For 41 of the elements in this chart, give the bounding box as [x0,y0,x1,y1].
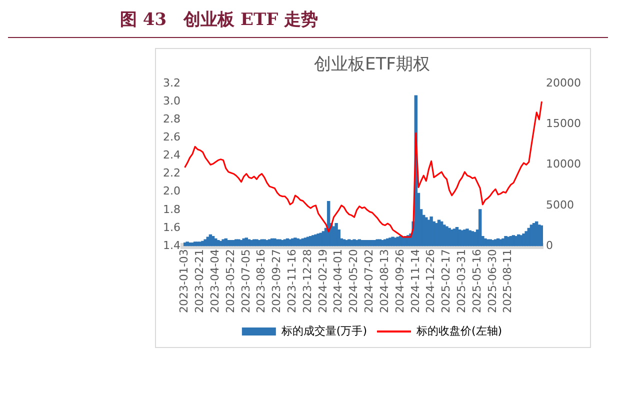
x-tick-label: 2024-12-26 [424,249,438,314]
legend-label: 标的成交量(万手) [280,324,368,338]
y2-tick-label: 20000 [546,76,582,90]
x-tick-label: 2023-02-21 [193,249,206,314]
y-tick-label: 3.2 [162,76,180,90]
x-tick-label: 2024-09-26 [393,249,406,314]
x-tick-label: 2024-08-13 [378,249,391,314]
y-tick-label: 2.6 [162,130,180,144]
y2-tick-label: 10000 [546,158,582,171]
x-tick-label: 2024-04-01 [332,249,345,314]
x-tick-label: 2024-05-20 [347,249,360,314]
x-tick-label: 2023-08-16 [254,249,268,314]
x-tick-label: 2023-05-22 [224,249,237,314]
chart-title: 图 43 创业板 ETF 走势 [8,8,608,38]
y-tick-label: 2.2 [162,166,180,180]
y-tick-label: 2.0 [162,184,180,198]
y-tick-label: 2.4 [162,148,180,162]
x-tick-label: 2025-05-16 [470,249,484,314]
x-tick-label: 2025-06-30 [486,249,499,314]
x-tick-label: 2023-11-16 [285,249,298,314]
y-tick-label: 1.8 [162,202,180,216]
legend-label: 标的收盘价(左轴) [416,324,502,338]
y2-tick-label: 0 [546,238,554,252]
x-tick-label: 2024-11-14 [408,249,422,314]
x-tick-label: 2023-12-28 [300,249,314,314]
x-tick-label: 2024-07-02 [362,249,376,314]
x-tick-label: 2023-01-03 [178,249,191,314]
y-tick-label: 1.4 [162,238,180,252]
x-tick-label: 2025-03-31 [454,249,468,314]
x-tick-label: 2025-02-17 [440,249,453,314]
chart-subtitle: 创业板ETF期权 [314,54,430,75]
y2-tick-label: 15000 [546,116,582,130]
x-tick-label: 2023-07-05 [239,249,252,314]
y-tick-label: 2.8 [162,112,180,126]
x-tick-label: 2023-04-04 [208,249,222,314]
x-tick-label: 2025-08-11 [501,249,514,314]
y-tick-label: 3.0 [162,94,180,108]
x-tick-label: 2024-02-19 [316,249,330,314]
y-tick-label: 1.6 [162,220,180,234]
y2-tick-label: 5000 [546,198,574,212]
x-tick-label: 2023-09-27 [270,249,284,314]
